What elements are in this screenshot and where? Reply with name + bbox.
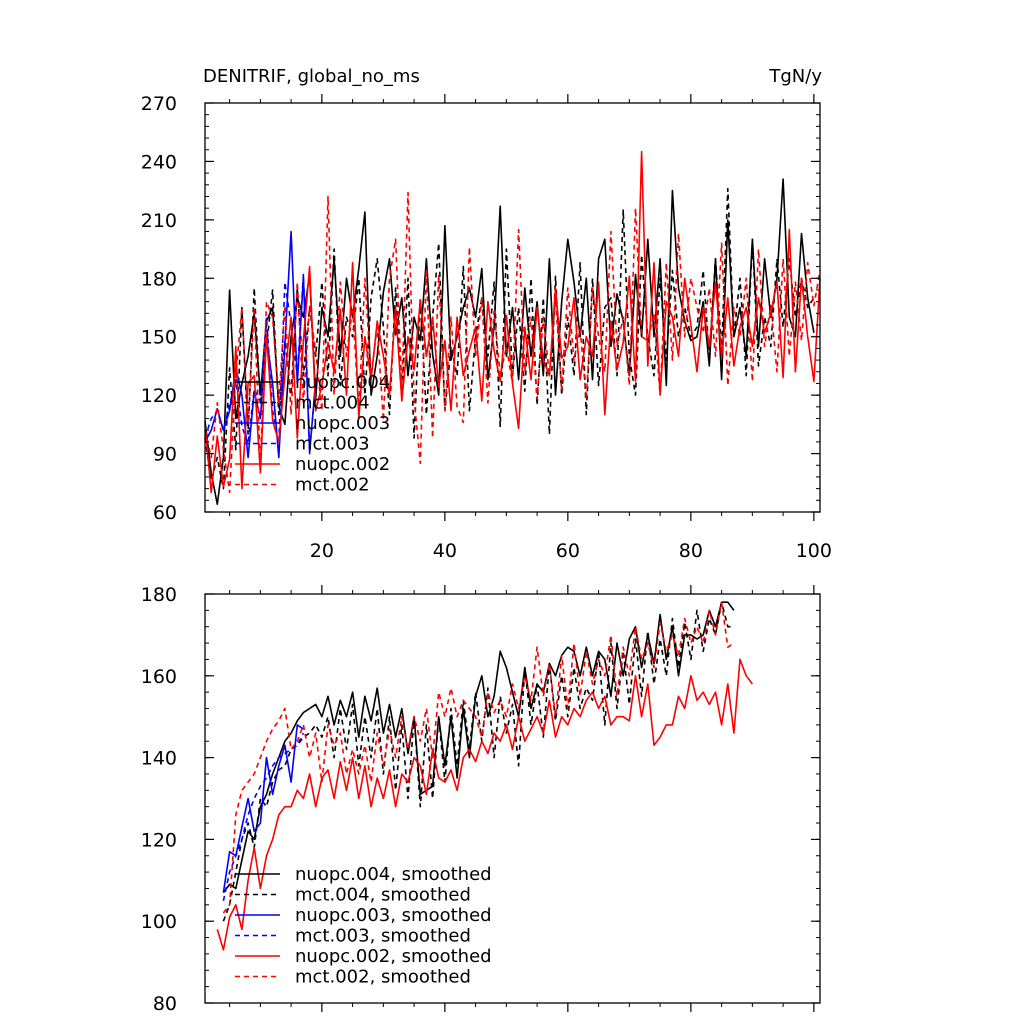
series-line-nuopc-004-smoothed [222,601,735,894]
series-line-nuopc-002-smoothed [216,658,754,951]
y-tick-label: 60 [153,502,177,524]
y-tick-label: 160 [141,666,177,688]
top-chart-panel: DENITRIF, global_no_ms TgN/y 60 90 120 150 1… [141,66,832,562]
y-tick-label: 140 [141,748,177,770]
legend-label: nuopc.003 [295,413,390,434]
series-line-mct-004 [204,187,815,490]
legend-label: nuopc.004 [295,372,390,393]
x-tick-label: 60 [556,540,580,562]
series-line-nuopc-003 [204,230,317,459]
y-tick-label: 150 [141,327,177,349]
series-line-mct-004-smoothed [222,601,734,922]
legend-label: mct.003, smoothed [295,926,471,947]
y-tick-label: 100 [141,911,177,933]
legend-label: mct.003 [295,434,370,455]
legend-label: nuopc.002 [295,454,390,475]
bottom-axes: 80 100 120 140 160 180 [141,584,821,1015]
top-axes: 60 90 120 150 180 210 240 270 20 40 60 80 100 [141,93,832,562]
y-tick-label: 240 [141,151,177,173]
chart-title: DENITRIF, global_no_ms [203,66,420,87]
x-tick-label: 20 [310,540,334,562]
series-line-nuopc-003-smoothed [222,724,304,893]
series-line-mct-002 [204,191,821,494]
y-tick-label: 120 [141,385,177,407]
y-tick-label: 80 [153,993,177,1015]
legend-label: mct.002 [295,475,370,496]
series-line-mct-003-smoothed [222,732,305,901]
x-tick-label: 100 [796,540,832,562]
y-tick-label: 120 [141,829,177,851]
legend-label: nuopc.002, smoothed [295,946,492,967]
legend-label: nuopc.004, smoothed [295,864,492,885]
top-legend: nuopc.004mct.004nuopc.003mct.003nuopc.00… [235,372,390,496]
y-tick-label: 90 [153,444,177,466]
series-line-mct-003 [204,273,317,451]
x-tick-label: 40 [433,540,457,562]
y-tick-label: 180 [141,268,177,290]
legend-label: nuopc.003, smoothed [295,905,492,926]
series-line-mct-002-smoothed [222,601,735,914]
legend-label: mct.004, smoothed [295,885,471,906]
legend-label: mct.002, smoothed [295,967,471,988]
legend-label: mct.004 [295,393,370,414]
y-tick-label: 270 [141,93,177,115]
y-tick-label: 210 [141,210,177,232]
chart-units: TgN/y [768,66,822,87]
y-tick-label: 180 [141,584,177,606]
plot-frame [204,593,821,1004]
top-series-group [204,150,821,506]
x-tick-label: 80 [679,540,703,562]
bottom-series-group [216,601,754,951]
plot-frame [204,102,821,513]
